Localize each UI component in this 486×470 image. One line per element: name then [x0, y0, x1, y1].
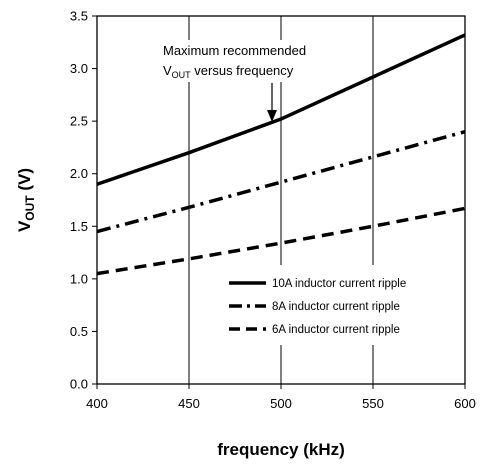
x-tick-label: 400	[86, 396, 108, 411]
annotation-v: V	[163, 63, 172, 78]
annotation-sub: OUT	[172, 70, 192, 80]
y-tick-label: 3.5	[70, 9, 88, 24]
y-tick-label: 1.5	[70, 219, 88, 234]
annotation-rest: versus frequency	[191, 63, 294, 78]
annotation-line2: VOUT versus frequency	[163, 63, 294, 80]
annotation-line1: Maximum recommended	[163, 43, 306, 58]
x-axis-title: frequency (kHz)	[217, 440, 345, 459]
y-axis-title-unit: (V)	[15, 168, 34, 195]
y-tick-label: 0.0	[70, 377, 88, 392]
y-axis-ticks: 0.0 0.5 1.0 1.5 2.0 2.5 3.0 3.5	[70, 9, 97, 392]
y-tick-label: 1.0	[70, 271, 88, 286]
y-axis-title: VOUT (V)	[15, 168, 37, 232]
legend-label-1: 10A inductor current ripple	[272, 278, 406, 290]
y-axis-title-main: V	[15, 220, 34, 232]
series-line-1	[96, 33, 466, 186]
x-tick-label: 550	[362, 396, 384, 411]
y-axis-title-sub: OUT	[23, 195, 37, 221]
series-line-2	[96, 129, 466, 234]
legend-label-2: 8A inductor current ripple	[272, 301, 400, 313]
y-tick-label: 3.0	[70, 61, 88, 76]
x-tick-label: 500	[270, 396, 292, 411]
x-tick-label: 600	[454, 396, 476, 411]
series-lines	[96, 33, 466, 276]
y-tick-label: 2.0	[70, 166, 88, 181]
x-axis-ticks: 400 450 500 550 600	[86, 384, 476, 411]
legend-label-3: 6A inductor current ripple	[272, 324, 400, 336]
series-line-3	[96, 206, 466, 276]
x-tick-label: 450	[178, 396, 200, 411]
plot-frame	[96, 15, 466, 385]
y-tick-label: 0.5	[70, 324, 88, 339]
annotation-background	[158, 40, 352, 82]
legend: 10A inductor current ripple 8A inductor c…	[222, 265, 462, 345]
annotation: Maximum recommended VOUT versus frequenc…	[158, 40, 352, 122]
annotation-arrowhead	[267, 110, 277, 122]
y-tick-label: 2.5	[70, 114, 88, 129]
